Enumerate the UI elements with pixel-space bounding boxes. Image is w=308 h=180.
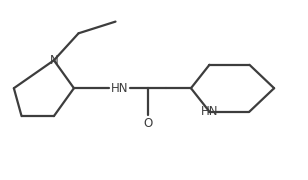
Text: HN: HN [201,105,218,118]
Text: HN: HN [111,82,129,95]
Text: N: N [50,54,58,67]
Text: O: O [143,117,152,130]
